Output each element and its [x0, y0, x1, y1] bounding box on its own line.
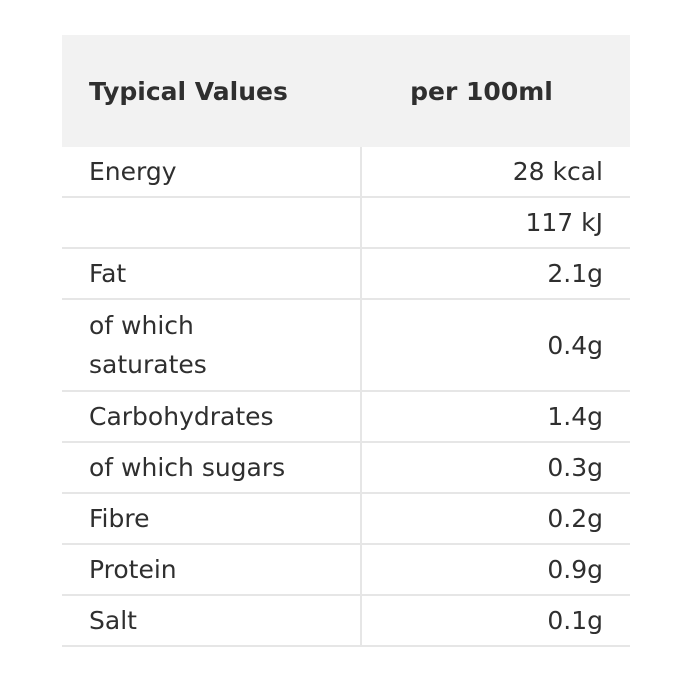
- row-protein-value: 0.9g: [361, 544, 630, 596]
- table-row: 117 kJ: [62, 197, 630, 249]
- table-row: Carbohydrates 1.4g: [62, 391, 630, 443]
- row-fibre-value: 0.2g: [361, 493, 630, 545]
- header-row: Typical Values per 100ml: [62, 35, 630, 147]
- table-row: of which sugars 0.3g: [62, 442, 630, 494]
- row-saturates-value: 0.4g: [361, 299, 630, 392]
- table-row: of which saturates 0.4g: [62, 299, 630, 392]
- table-row: Salt 0.1g: [62, 595, 630, 647]
- row-fat-label: Fat: [62, 248, 362, 300]
- row-energy-label: Energy: [62, 147, 362, 198]
- row-sugars-label: of which sugars: [62, 442, 362, 494]
- row-fat-value: 2.1g: [361, 248, 630, 300]
- row-energy-kcal-value: 28 kcal: [361, 147, 630, 198]
- nutrition-table-container: Typical Values per 100ml Energy 28 kcal …: [62, 35, 630, 647]
- row-salt-value: 0.1g: [361, 595, 630, 647]
- row-salt-label: Salt: [62, 595, 362, 647]
- table-row: Energy 28 kcal: [62, 147, 630, 198]
- row-energy-kj-value: 117 kJ: [361, 197, 630, 249]
- table-row: Protein 0.9g: [62, 544, 630, 596]
- header-typical-values: Typical Values: [62, 35, 361, 147]
- header-per-100ml: per 100ml: [361, 35, 630, 147]
- table-row: Fibre 0.2g: [62, 493, 630, 545]
- row-carbohydrates-label: Carbohydrates: [62, 391, 362, 443]
- table-body: Energy 28 kcal 117 kJ Fat 2.1g of which …: [62, 147, 630, 647]
- table-row: Fat 2.1g: [62, 248, 630, 300]
- nutrition-table: Typical Values per 100ml Energy 28 kcal …: [62, 35, 630, 647]
- row-energy-kj-label: [62, 197, 362, 249]
- row-protein-label: Protein: [62, 544, 362, 596]
- row-sugars-value: 0.3g: [361, 442, 630, 494]
- table-header: Typical Values per 100ml: [62, 35, 630, 147]
- row-carbohydrates-value: 1.4g: [361, 391, 630, 443]
- row-saturates-label: of which saturates: [62, 299, 362, 392]
- row-fibre-label: Fibre: [62, 493, 362, 545]
